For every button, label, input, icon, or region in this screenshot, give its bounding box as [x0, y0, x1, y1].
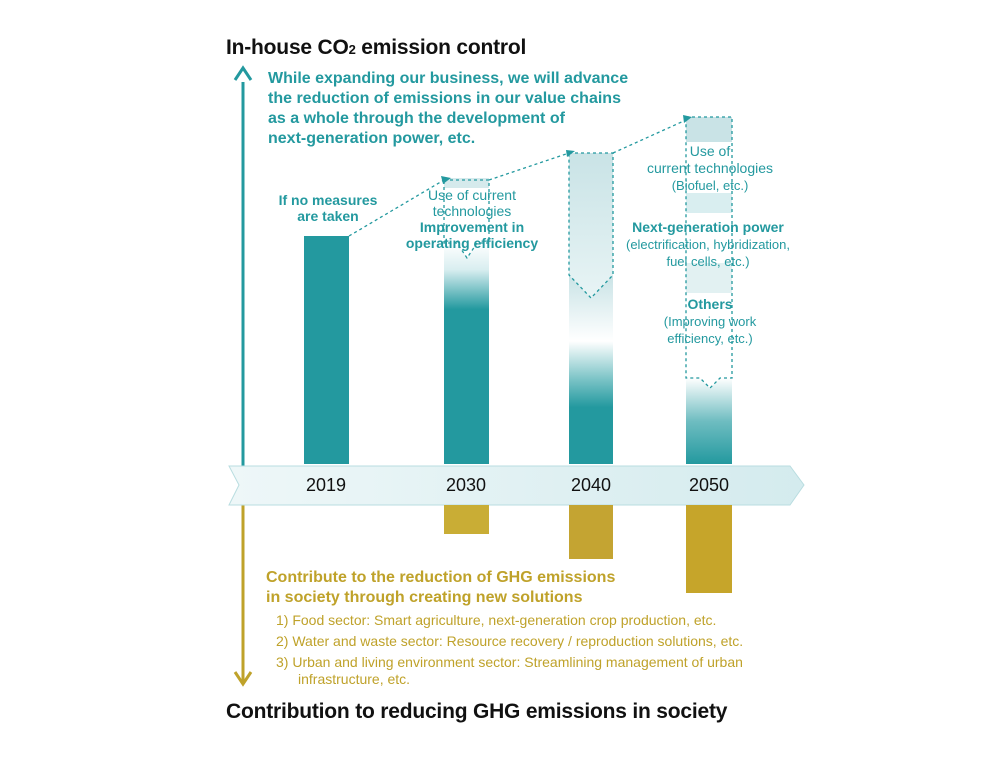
gold-bar-2050: [686, 505, 732, 593]
reduction-2050-top: [686, 117, 732, 142]
bottom-title: Contribution to reducing GHG emissions i…: [226, 700, 728, 723]
trend-line-3: [612, 119, 687, 154]
trend-line-1: [348, 179, 445, 237]
trend-line-2: [488, 152, 570, 181]
teal-up-arrow: [233, 65, 253, 468]
bar-2040: [569, 153, 613, 298]
outline-2030: [443, 179, 490, 260]
trend-arrowhead-3: [683, 115, 692, 123]
year-2030: 2030: [445, 475, 487, 495]
sector-list: 1) Food sector: Smart agriculture, next-…: [276, 612, 743, 688]
bar-2050: [686, 378, 732, 464]
label-2050-others: Others (Improving work efficiency, etc.): [663, 296, 757, 346]
timeline-band: [228, 465, 805, 506]
outline-2040: [568, 152, 614, 299]
subscript-2: 2: [348, 42, 356, 57]
dashed-outlines: [348, 116, 733, 389]
contribution-text: Contribute to the reduction of GHG emiss…: [266, 569, 616, 606]
sector-item: 1) Food sector: Smart agriculture, next-…: [276, 612, 717, 628]
label-2050-nextgen: Next-generation power (electrification, …: [625, 219, 791, 269]
no-measures-label: If no measures are taken: [278, 192, 378, 224]
trend-arrowhead-2: [566, 150, 575, 157]
intro-text: While expanding our business, we will ad…: [268, 70, 629, 147]
top-title: In-house CO2 emission control: [226, 36, 527, 59]
sector-item: infrastructure, etc.: [298, 671, 411, 687]
bar-2019: [304, 236, 349, 464]
outline-2050: [685, 116, 733, 389]
year-2050: 2050: [688, 475, 730, 495]
gold-down-arrow: [233, 505, 253, 687]
bar-2040-base: [569, 275, 613, 464]
sector-item: 2) Water and waste sector: Resource reco…: [276, 633, 744, 649]
bar-2030: [444, 243, 489, 464]
sector-item: 3) Urban and living environment sector: …: [276, 654, 743, 670]
reduction-2050-low: [686, 263, 732, 293]
trend-arrowhead-1: [441, 176, 451, 184]
label-2050-current: Use of current technologies (Biofuel, et…: [646, 143, 774, 193]
gold-bar-2030: [444, 505, 489, 534]
reduction-2030: [444, 178, 489, 188]
year-2040: 2040: [570, 475, 612, 495]
reduction-2050-mid: [686, 193, 732, 213]
year-2019: 2019: [305, 475, 347, 495]
label-2030: Use of current technologies Improvement …: [405, 187, 539, 251]
gold-bar-2040: [569, 505, 613, 559]
